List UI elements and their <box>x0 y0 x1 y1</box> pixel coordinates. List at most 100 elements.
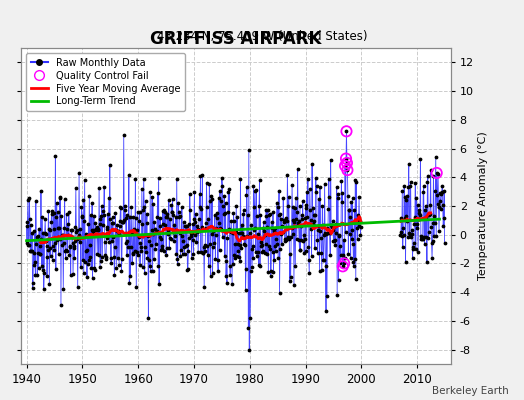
Point <box>256 262 264 269</box>
Point <box>42 238 50 244</box>
Point <box>232 202 241 209</box>
Point <box>185 221 193 228</box>
Point <box>50 210 58 216</box>
Point <box>413 202 422 209</box>
Point <box>108 238 116 244</box>
Point <box>69 240 77 246</box>
Point <box>170 221 179 228</box>
Point <box>211 212 219 218</box>
Point <box>333 292 341 298</box>
Point <box>68 234 77 240</box>
Point <box>188 236 196 243</box>
Point <box>311 212 320 218</box>
Point <box>78 214 86 220</box>
Point <box>213 210 222 216</box>
Point <box>102 256 110 262</box>
Point <box>316 184 324 190</box>
Point <box>126 244 135 250</box>
Point <box>140 270 149 277</box>
Point <box>57 302 65 308</box>
Point <box>160 222 169 228</box>
Point <box>23 219 31 226</box>
Point <box>419 189 428 195</box>
Point <box>308 253 316 260</box>
Point <box>96 216 105 222</box>
Point <box>224 189 233 195</box>
Point <box>439 202 447 208</box>
Point <box>262 206 270 213</box>
Point <box>416 207 424 213</box>
Point <box>323 225 332 231</box>
Point <box>356 218 364 225</box>
Point <box>408 227 416 234</box>
Point <box>422 214 431 220</box>
Point <box>246 268 255 274</box>
Point <box>56 195 64 201</box>
Point <box>188 255 196 261</box>
Point <box>399 232 408 238</box>
Point <box>293 166 302 172</box>
Point <box>48 208 56 214</box>
Point <box>436 198 444 204</box>
Point <box>432 170 441 176</box>
Point <box>184 235 193 241</box>
Point <box>296 246 304 253</box>
Point <box>299 238 308 244</box>
Point <box>194 249 202 255</box>
Point <box>213 257 222 264</box>
Point <box>436 206 445 212</box>
Point <box>106 162 114 168</box>
Point <box>181 223 190 229</box>
Point <box>57 213 66 220</box>
Point <box>154 262 162 269</box>
Point <box>415 215 423 222</box>
Point <box>271 224 279 231</box>
Point <box>345 230 354 237</box>
Point <box>252 249 260 255</box>
Point <box>292 216 300 222</box>
Point <box>39 267 47 273</box>
Point <box>202 220 210 226</box>
Point <box>425 212 433 218</box>
Point <box>125 280 134 286</box>
Point <box>316 228 325 234</box>
Point <box>242 266 250 272</box>
Point <box>140 204 148 211</box>
Point <box>144 315 152 321</box>
Point <box>409 246 418 252</box>
Point <box>192 223 201 230</box>
Point <box>313 250 322 256</box>
Point <box>247 221 255 228</box>
Point <box>130 230 139 237</box>
Point <box>345 207 354 214</box>
Point <box>32 234 41 240</box>
Point <box>402 197 411 204</box>
Point <box>121 207 129 214</box>
Point <box>264 206 272 213</box>
Point <box>172 214 180 221</box>
Point <box>151 229 160 235</box>
Point <box>43 254 52 260</box>
Point <box>39 286 48 292</box>
Point <box>412 225 421 232</box>
Point <box>181 223 189 229</box>
Point <box>132 215 140 221</box>
Point <box>84 221 93 228</box>
Point <box>189 221 197 227</box>
Point <box>112 227 120 233</box>
Point <box>428 238 436 244</box>
Point <box>82 231 90 237</box>
Point <box>331 237 339 244</box>
Point <box>110 234 118 240</box>
Point <box>420 183 428 189</box>
Point <box>427 167 435 174</box>
Point <box>290 282 298 288</box>
Point <box>161 214 170 220</box>
Point <box>343 167 352 173</box>
Point <box>168 208 176 215</box>
Point <box>432 233 440 239</box>
Point <box>50 247 59 254</box>
Point <box>222 273 230 280</box>
Point <box>285 236 293 242</box>
Point <box>152 228 161 234</box>
